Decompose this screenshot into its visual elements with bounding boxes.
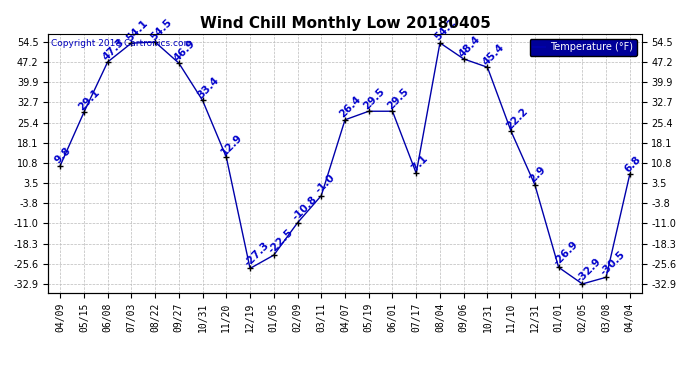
- Text: 26.4: 26.4: [338, 94, 364, 120]
- Text: 45.4: 45.4: [480, 42, 506, 67]
- Text: 9.8: 9.8: [53, 146, 73, 166]
- Text: 6.8: 6.8: [623, 154, 643, 174]
- Text: Copyright 2018 Cartronics.com: Copyright 2018 Cartronics.com: [51, 39, 193, 48]
- Text: 48.4: 48.4: [457, 33, 482, 59]
- Text: 46.9: 46.9: [172, 38, 197, 63]
- Text: 7.1: 7.1: [409, 153, 429, 173]
- Text: 22.2: 22.2: [504, 106, 529, 132]
- Text: -27.3: -27.3: [243, 240, 271, 268]
- Text: -30.5: -30.5: [599, 249, 627, 277]
- Text: -10.8: -10.8: [290, 195, 319, 223]
- Text: 29.5: 29.5: [362, 86, 387, 111]
- Text: 54.5: 54.5: [148, 16, 173, 42]
- Text: -26.9: -26.9: [551, 239, 580, 267]
- Text: 54.1: 54.1: [124, 18, 150, 43]
- Legend: Temperature (°F): Temperature (°F): [529, 39, 637, 56]
- Text: 47.3: 47.3: [101, 36, 126, 62]
- Text: 12.9: 12.9: [219, 132, 244, 157]
- Text: 33.4: 33.4: [195, 75, 221, 100]
- Title: Wind Chill Monthly Low 20180405: Wind Chill Monthly Low 20180405: [199, 16, 491, 31]
- Text: -22.5: -22.5: [267, 227, 295, 255]
- Text: 2.9: 2.9: [528, 165, 548, 185]
- Text: 54.2: 54.2: [433, 18, 458, 43]
- Text: 29.5: 29.5: [386, 86, 411, 111]
- Text: 29.1: 29.1: [77, 87, 102, 112]
- Text: -32.9: -32.9: [575, 256, 604, 284]
- Text: -1.0: -1.0: [314, 172, 337, 196]
